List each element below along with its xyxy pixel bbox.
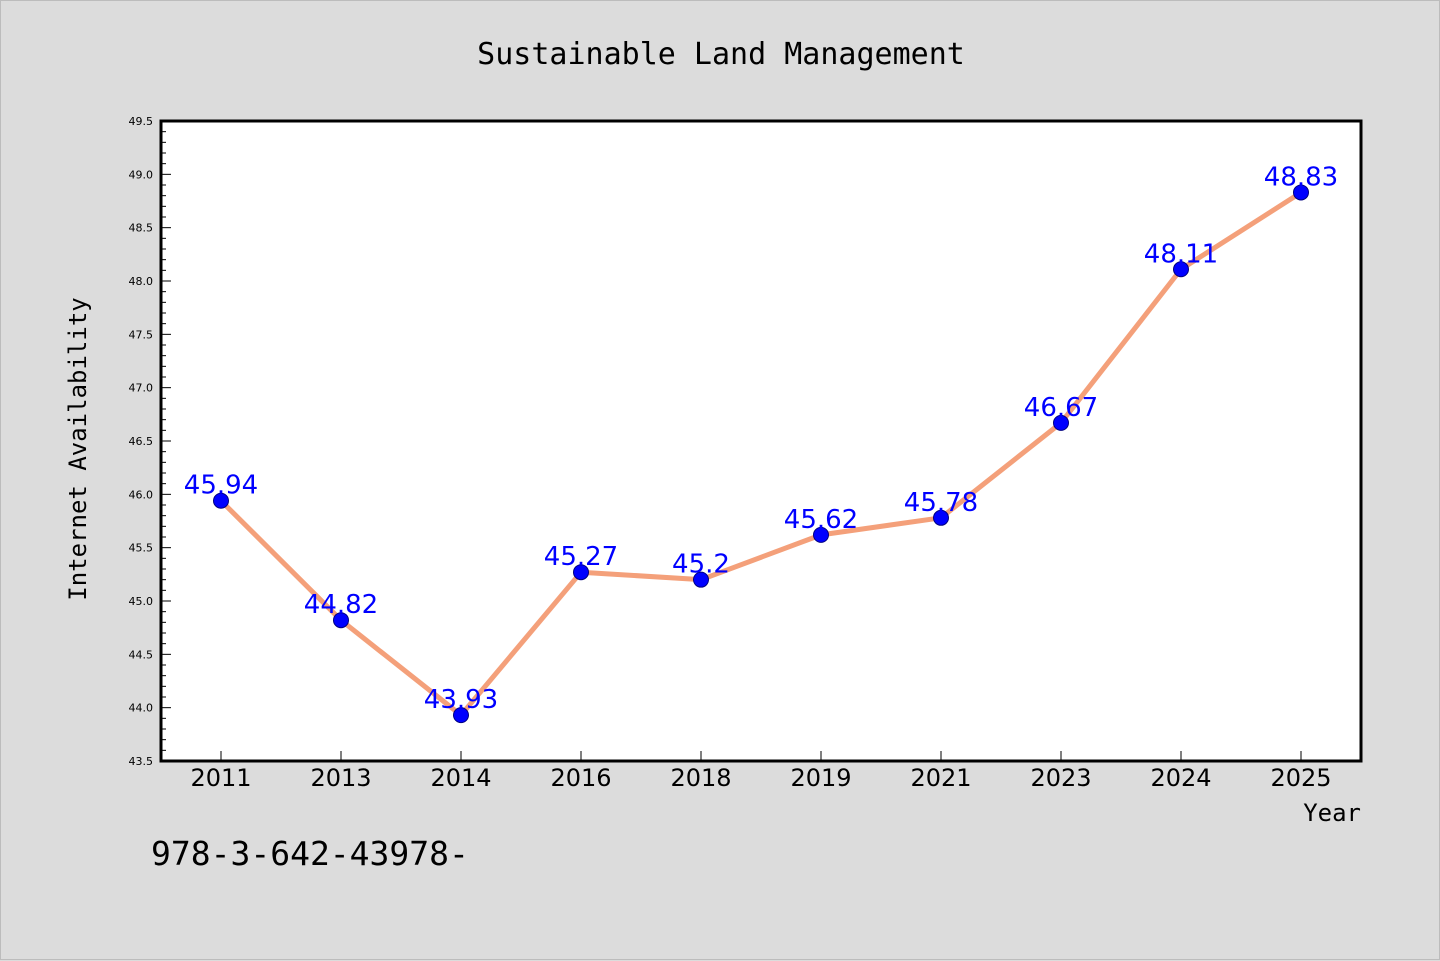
data-point [1053, 414, 1069, 431]
data-point [213, 492, 229, 509]
data-label: 48.11 [1144, 239, 1218, 269]
data-label: 45.2 [672, 550, 730, 580]
data-label: 45.27 [544, 542, 618, 572]
x-tick-label: 2023 [1030, 764, 1091, 792]
y-tick-label: 45.5 [129, 542, 154, 555]
x-tick-label: 2018 [670, 764, 731, 792]
y-tick-label: 46.5 [129, 435, 154, 448]
plot-area [159, 119, 1363, 763]
y-tick-label: 49.5 [129, 115, 154, 128]
data-point [693, 571, 709, 588]
data-label: 45.62 [784, 505, 858, 535]
y-tick-label: 44.5 [129, 648, 154, 661]
x-tick-label: 2019 [790, 764, 851, 792]
y-tick-label: 44.0 [129, 702, 154, 715]
data-label: 46.67 [1024, 393, 1098, 423]
x-tick-label: 2025 [1270, 764, 1331, 792]
data-point [933, 509, 949, 526]
x-axis-ticks: 2011 2013 2014 2016 2018 2019 2021 2023 2024 2025 [190, 751, 1332, 792]
y-tick-label: 48.5 [129, 222, 154, 235]
data-label: 45.94 [184, 471, 258, 501]
data-labels: 45.94 44.82 43.93 45.27 45.2 45.62 45.78 46.67 4… [184, 162, 1338, 715]
y-tick-label: 47.0 [129, 382, 154, 395]
data-point [813, 526, 829, 543]
data-point [333, 612, 349, 629]
x-tick-label: 2021 [910, 764, 971, 792]
data-point [573, 564, 589, 581]
x-tick-label: 2014 [430, 764, 491, 792]
x-axis-label: Year [1303, 799, 1361, 827]
x-tick-label: 2011 [190, 764, 251, 792]
data-point [453, 707, 469, 724]
y-axis-label: Internet Availability [64, 297, 92, 600]
series-line [218, 189, 1304, 718]
data-label: 48.83 [1264, 162, 1338, 192]
y-tick-label: 47.5 [129, 328, 154, 341]
data-point [1293, 184, 1309, 201]
data-label: 45.78 [904, 488, 978, 518]
data-point [1173, 261, 1189, 278]
data-label: 43.93 [424, 685, 498, 715]
y-tick-label: 46.0 [129, 488, 154, 501]
footer-isbn-text: 978-3-642-43978- [151, 834, 469, 873]
x-tick-label: 2024 [1150, 764, 1211, 792]
x-tick-label: 2016 [550, 764, 611, 792]
data-label: 44.82 [304, 590, 378, 620]
chart-title: Sustainable Land Management [477, 37, 965, 72]
y-tick-label: 48.0 [129, 275, 154, 288]
x-tick-label: 2013 [310, 764, 371, 792]
series-line-group [218, 189, 1304, 718]
y-axis-ticks: 43.5 44.0 44.5 45.0 45.5 46.0 46.5 47.0 47.5 48.0… [129, 115, 171, 768]
data-markers [213, 184, 1309, 724]
y-tick-label: 45.0 [129, 595, 154, 608]
y-tick-label: 49.0 [129, 168, 154, 181]
y-tick-label: 43.5 [129, 755, 154, 768]
